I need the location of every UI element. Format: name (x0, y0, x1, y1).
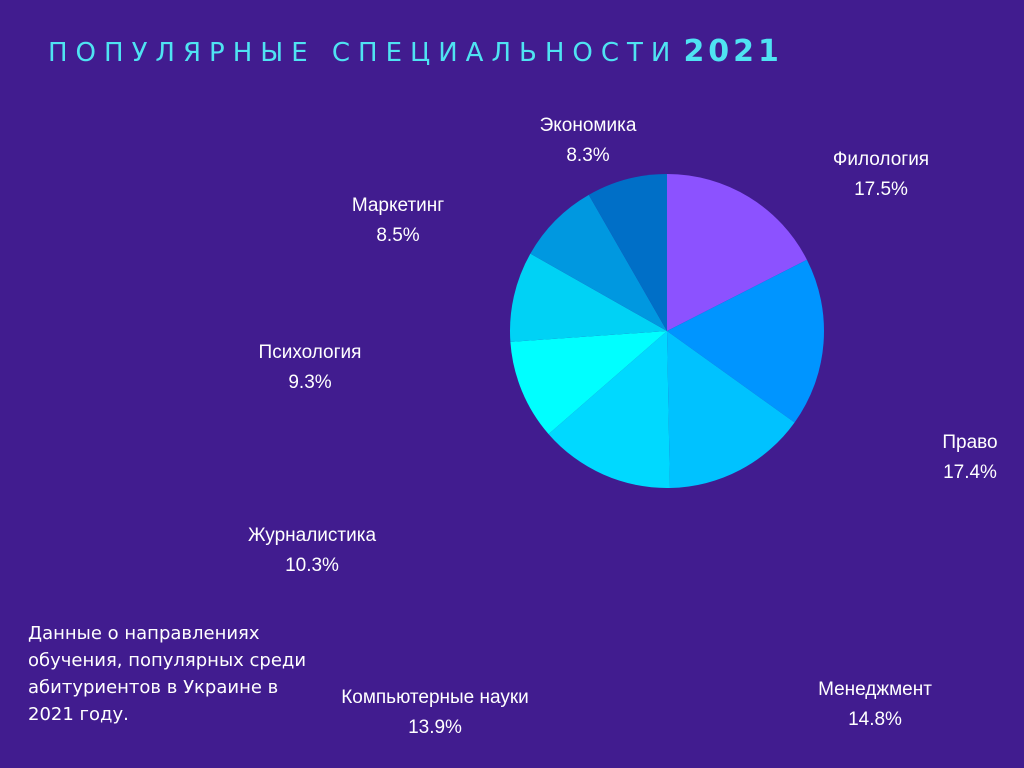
slice-label: Журналистика (248, 525, 376, 546)
slice-value-label: 9.3% (288, 372, 331, 393)
pie-slice (667, 174, 807, 331)
pie-slice (667, 331, 795, 488)
slice-value-label: 17.5% (854, 179, 908, 200)
page-title: ПОПУЛЯРНЫЕ СПЕЦИАЛЬНОСТИ 2021 (48, 34, 783, 69)
pie-slice (510, 331, 667, 435)
pie-slice (548, 331, 670, 488)
slice-label: Компьютерные науки (341, 687, 529, 708)
slice-value-label: 8.5% (376, 225, 419, 246)
slice-value-label: 10.3% (285, 555, 339, 576)
pie-slice (509, 253, 667, 342)
title-text: ПОПУЛЯРНЫЕ СПЕЦИАЛЬНОСТИ (48, 38, 679, 68)
slice-value-label: 8.3% (566, 145, 609, 166)
pie-slice (530, 194, 667, 331)
slice-value-label: 13.9% (408, 717, 462, 738)
slice-label: Экономика (540, 115, 637, 136)
slice-label: Филология (833, 149, 929, 170)
slice-label: Право (942, 432, 997, 453)
pie-slice (667, 259, 825, 423)
slice-value-label: 17.4% (943, 462, 997, 483)
slice-label: Психология (259, 342, 362, 363)
pie-slice (588, 174, 667, 331)
slice-label: Менеджмент (818, 679, 932, 700)
description-note: Данные о направлениях обучения, популярн… (28, 623, 307, 725)
slice-value-label: 14.8% (848, 709, 902, 730)
slice-label: Маркетинг (352, 195, 444, 216)
title-year: 2021 (683, 34, 783, 69)
